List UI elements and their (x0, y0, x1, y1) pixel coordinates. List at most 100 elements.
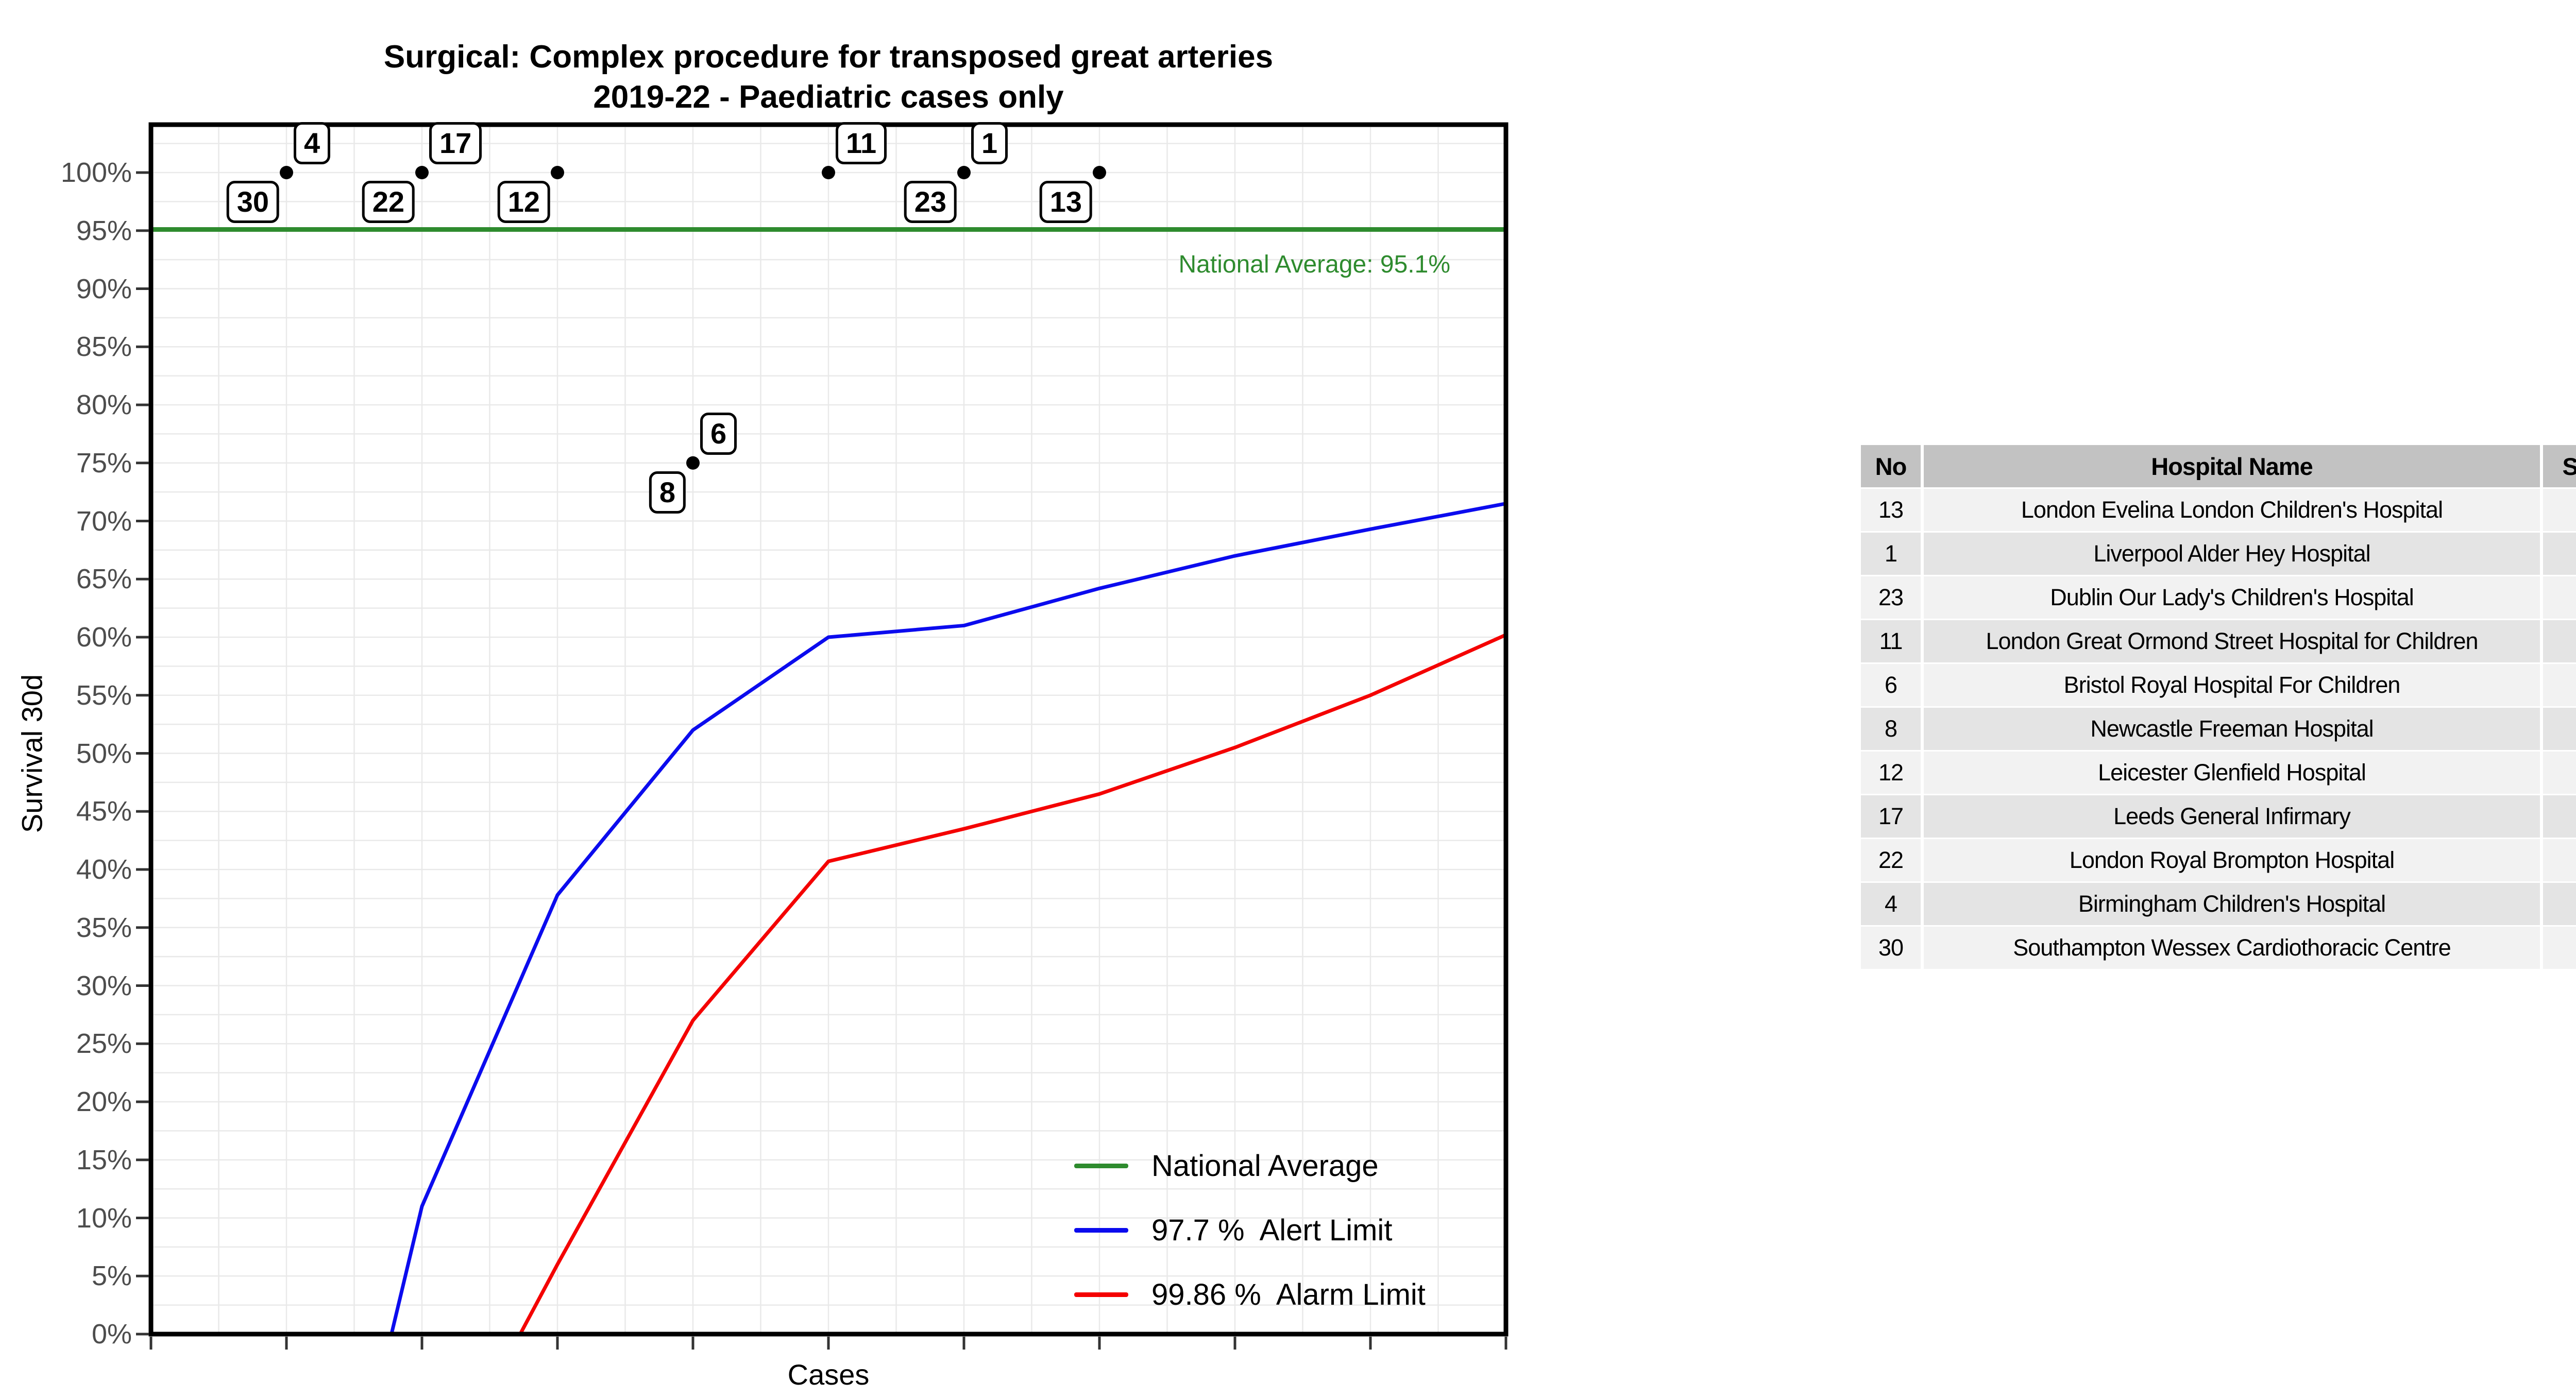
cell-no: 17 (1861, 795, 1921, 838)
x-axis-title: Cases (787, 1358, 870, 1391)
y-tick-label: 15% (76, 1144, 132, 1175)
table-row: 30 Southampton Wessex Cardiothoracic Cent… (1861, 927, 2576, 969)
cell-hospital-name: Bristol Royal Hospital For Children (1924, 664, 2540, 706)
y-tick-label: 80% (76, 389, 132, 420)
hospital-point (822, 166, 835, 179)
cell-no: 22 (1861, 839, 1921, 881)
legend-label: 99.86 % Alarm Limit (1151, 1277, 1426, 1311)
cell-hospital-name: Southampton Wessex Cardiothoracic Centre (1924, 927, 2540, 969)
cell-no: 4 (1861, 883, 1921, 925)
legend-item: 97.7 % Alert Limit (1074, 1212, 1392, 1249)
cell-survival: 100% (2543, 883, 2576, 925)
cell-hospital-name: Liverpool Alder Hey Hospital (1924, 533, 2540, 575)
cell-survival: 100% (2543, 795, 2576, 838)
chart-title-line2: 2019-22 - Paediatric cases only (593, 79, 1064, 115)
y-tick-label: 75% (76, 447, 132, 479)
cell-survival: 100% (2543, 839, 2576, 881)
y-tick-label: 95% (76, 215, 132, 246)
y-tick-label: 40% (76, 854, 132, 885)
hospital-point (415, 166, 429, 179)
table-row: 11 London Great Ormond Street Hospital fo… (1861, 620, 2576, 662)
point-label-17: 17 (429, 122, 482, 164)
cell-hospital-name: Birmingham Children's Hospital (1924, 883, 2540, 925)
header-no: No (1861, 445, 1921, 487)
point-label-4: 4 (294, 122, 331, 164)
cell-hospital-name: Leicester Glenfield Hospital (1924, 752, 2540, 794)
legend-line-swatch (1074, 1163, 1128, 1168)
cell-hospital-name: Newcastle Freeman Hospital (1924, 708, 2540, 750)
point-label-13: 13 (1039, 181, 1092, 223)
legend-item: National Average (1074, 1147, 1379, 1184)
alert-limit-curve (389, 502, 1506, 1335)
y-tick-label: 0% (91, 1319, 132, 1350)
y-tick-label: 60% (76, 622, 132, 653)
cell-no: 30 (1861, 927, 1921, 969)
hospital-point (280, 166, 293, 179)
header-survival: Survival 30d (2543, 445, 2576, 487)
cell-hospital-name: Leeds General Infirmary (1924, 795, 2540, 838)
chart-title-line1: Surgical: Complex procedure for transpos… (383, 39, 1274, 75)
cell-no: 8 (1861, 708, 1921, 750)
cell-survival: 75% (2543, 664, 2576, 706)
legend-label: National Average (1151, 1149, 1379, 1183)
hospital-point (957, 166, 971, 179)
cell-survival: 100% (2543, 576, 2576, 619)
y-tick-label: 20% (76, 1086, 132, 1117)
point-label-30: 30 (226, 181, 279, 223)
y-tick-label: 55% (76, 679, 132, 711)
legend-line-swatch (1074, 1227, 1128, 1233)
hospital-point (686, 456, 700, 470)
legend-label: 97.7 % Alert Limit (1151, 1213, 1393, 1247)
y-tick-label: 90% (76, 273, 132, 304)
hospital-point (1093, 166, 1106, 179)
cell-hospital-name: London Great Ormond Street Hospital for … (1924, 620, 2540, 662)
plot-frame (148, 122, 1509, 1337)
point-label-8: 8 (649, 471, 686, 514)
cell-hospital-name: London Royal Brompton Hospital (1924, 839, 2540, 881)
cell-no: 13 (1861, 489, 1921, 531)
cell-hospital-name: Dublin Our Lady's Children's Hospital (1924, 576, 2540, 619)
y-tick-label: 30% (76, 970, 132, 1001)
point-label-11: 11 (836, 122, 887, 164)
table-row: 13 London Evelina London Children's Hospi… (1861, 489, 2576, 531)
point-label-23: 23 (904, 181, 957, 223)
cell-survival: 75% (2543, 708, 2576, 750)
header-hospital-name: Hospital Name (1924, 445, 2540, 487)
legend-item: 99.86 % Alarm Limit (1074, 1276, 1426, 1313)
cell-survival: 100% (2543, 533, 2576, 575)
point-label-6: 6 (700, 412, 737, 455)
y-tick-label: 70% (76, 505, 132, 537)
y-tick-label: 65% (76, 564, 132, 595)
cell-no: 11 (1861, 620, 1921, 662)
alarm-limit-curve (518, 633, 1507, 1335)
y-tick-label: 10% (76, 1202, 132, 1234)
cell-no: 23 (1861, 576, 1921, 619)
legend-line-swatch (1074, 1292, 1128, 1297)
y-tick-label: 25% (76, 1028, 132, 1060)
y-tick-label: 85% (76, 331, 132, 363)
funnel-chart (136, 122, 1509, 1350)
point-label-1: 1 (971, 122, 1008, 164)
y-tick-label: 5% (91, 1260, 132, 1292)
y-tick-label: 35% (76, 912, 132, 943)
y-tick-label: 45% (76, 796, 132, 827)
cell-hospital-name: London Evelina London Children's Hospita… (1924, 489, 2540, 531)
hospital-point (551, 166, 564, 179)
cell-survival: 100% (2543, 620, 2576, 662)
cell-survival: 100% (2543, 927, 2576, 969)
point-label-12: 12 (497, 181, 550, 223)
cell-no: 12 (1861, 752, 1921, 794)
cell-survival: 100% (2543, 489, 2576, 531)
cell-no: 6 (1861, 664, 1921, 706)
cell-survival: 100% (2543, 752, 2576, 794)
